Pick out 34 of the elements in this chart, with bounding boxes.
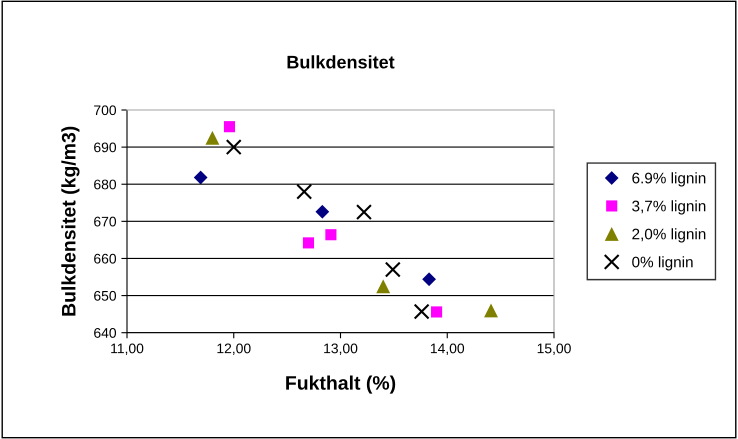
legend-label: 2,0% lignin bbox=[632, 228, 706, 242]
x-tick-label: 11,00 bbox=[111, 343, 144, 355]
legend-label: 6.9% lignin bbox=[632, 172, 706, 186]
y-tick-label: 700 bbox=[94, 105, 116, 116]
x-tick-label: 12,00 bbox=[217, 343, 251, 355]
point bbox=[224, 121, 236, 132]
point bbox=[422, 272, 436, 286]
x-tick-label: 14,00 bbox=[430, 343, 464, 355]
y-tick-label: 670 bbox=[94, 216, 116, 227]
point bbox=[194, 170, 208, 184]
point bbox=[484, 303, 498, 318]
y-tick-label: 690 bbox=[94, 142, 116, 152]
x-tick-label: 15,00 bbox=[538, 343, 571, 355]
point bbox=[302, 237, 314, 248]
y-axis-title: Bulkdensitet (kg/m3) bbox=[61, 126, 80, 316]
x-tick-label: 13,00 bbox=[324, 343, 358, 355]
legend-label: 0% lignin bbox=[632, 256, 693, 270]
point bbox=[414, 304, 430, 320]
y-tick-label: 640 bbox=[94, 328, 116, 338]
legend-label: 3,7% lignin bbox=[632, 200, 706, 214]
point bbox=[325, 229, 336, 240]
y-tick-label: 660 bbox=[94, 254, 116, 264]
point bbox=[226, 139, 242, 156]
chart-title: Bulkdensitet bbox=[288, 55, 394, 69]
point bbox=[296, 184, 312, 200]
point bbox=[376, 279, 390, 294]
point bbox=[315, 204, 330, 219]
y-tick-label: 650 bbox=[94, 290, 116, 301]
point bbox=[384, 262, 401, 278]
point bbox=[356, 204, 372, 220]
y-tick-label: 680 bbox=[94, 180, 116, 190]
x-axis-title: Fukthalt (%) bbox=[286, 376, 396, 394]
point bbox=[431, 306, 442, 318]
point bbox=[205, 130, 220, 145]
